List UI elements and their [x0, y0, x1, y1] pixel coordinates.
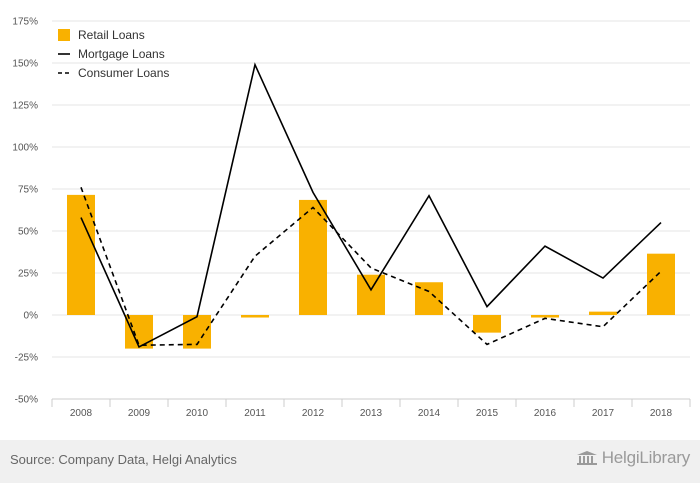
bar-retail-loans [241, 315, 269, 318]
y-tick-label: 125% [12, 101, 38, 112]
footer-bar: Source: Company Data, Helgi Analytics He… [0, 440, 700, 483]
x-tick-label: 2015 [476, 408, 499, 419]
x-tick-label: 2016 [534, 408, 557, 419]
x-tick-label: 2011 [244, 408, 266, 419]
chart-svg: -50% -25% 0% 25% 50% 75% 100% 125% 150% 175% 2008 2… [12, 17, 691, 419]
x-tick-label: 2009 [128, 408, 151, 419]
y-tick-label: 100% [12, 143, 38, 154]
y-tick-label: 75% [18, 185, 38, 196]
x-tick-label: 2018 [650, 408, 673, 419]
x-tick-label: 2008 [70, 408, 93, 419]
y-tick-label: 175% [12, 17, 38, 28]
bar-retail-loans [589, 311, 617, 315]
y-tick-label: 0% [24, 311, 39, 322]
y-tick-label: 150% [12, 59, 38, 70]
bar-retail-loans [357, 274, 385, 315]
y-tick-label: 50% [18, 227, 38, 238]
brand: HelgiLibrary [576, 448, 690, 468]
x-tick-label: 2013 [360, 408, 383, 419]
library-building-icon [576, 451, 597, 465]
legend-label: Consumer Loans [78, 66, 169, 80]
line-mortgage-loans [80, 62, 662, 349]
bar-retail-loans [647, 253, 675, 315]
legend-label: Retail Loans [78, 28, 145, 42]
bar-retail-loans [531, 315, 559, 318]
source-note: Source: Company Data, Helgi Analytics [10, 452, 237, 467]
x-tick-label: 2017 [592, 408, 615, 419]
x-tick-label: 2010 [186, 408, 209, 419]
brand-name: HelgiLibrary [601, 448, 691, 467]
x-tick-label: 2014 [418, 408, 441, 419]
y-tick-label: 25% [18, 269, 38, 280]
y-tick-label: -50% [15, 395, 38, 406]
y-tick-label: -25% [15, 353, 38, 364]
line-consumer-loans [80, 187, 662, 347]
bar-retail-loans [473, 315, 501, 333]
bar-retail-loans [299, 199, 327, 315]
legend-swatch-retail-loans [58, 29, 70, 41]
x-tick-label: 2012 [302, 408, 325, 419]
legend-label: Mortgage Loans [78, 47, 165, 61]
chart: -50% -25% 0% 25% 50% 75% 100% 125% 150% 175% 2008 2… [12, 17, 691, 419]
